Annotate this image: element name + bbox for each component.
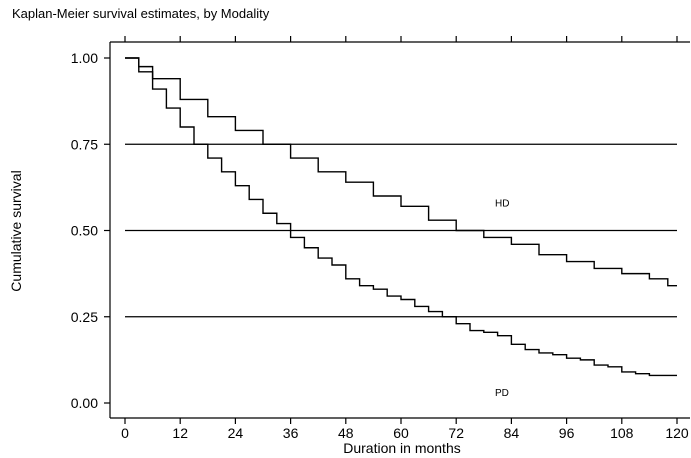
y-tick-label-1: 0.25: [71, 309, 98, 325]
y-tick-label-2: 0.50: [71, 223, 98, 239]
series-hd-label: HD: [495, 198, 509, 209]
x-tick-label-5: 60: [393, 425, 409, 441]
x-axis-title: Duration in months: [343, 440, 461, 456]
x-tick-label-0: 0: [121, 425, 129, 441]
chart-title: Kaplan-Meier survival estimates, by Moda…: [12, 6, 270, 21]
x-tick-label-2: 24: [228, 425, 244, 441]
x-tick-label-6: 72: [448, 425, 464, 441]
y-axis-title: Cumulative survival: [8, 170, 24, 291]
series-pd-label: PD: [495, 388, 509, 399]
axis-ticks: 0 12 24 36 48 60 72 84 96 108 120 0.00 0.25 0.50 0.75 1…: [71, 36, 689, 441]
y-tick-label-4: 1.00: [71, 50, 98, 66]
x-tick-label-7: 84: [504, 425, 520, 441]
x-tick-label-3: 36: [283, 425, 299, 441]
series-hd-curve: [125, 57, 677, 287]
x-tick-label-9: 108: [610, 425, 634, 441]
x-tick-label-8: 96: [559, 425, 575, 441]
series-pd-curve: [125, 57, 677, 377]
x-tick-label-4: 48: [338, 425, 354, 441]
x-tick-label-1: 12: [172, 425, 188, 441]
grid-lines: [125, 143, 677, 318]
y-tick-label-0: 0.00: [71, 395, 98, 411]
survival-curves: HD PD: [125, 57, 677, 399]
y-tick-label-3: 0.75: [71, 136, 98, 152]
x-tick-label-10: 120: [665, 425, 689, 441]
